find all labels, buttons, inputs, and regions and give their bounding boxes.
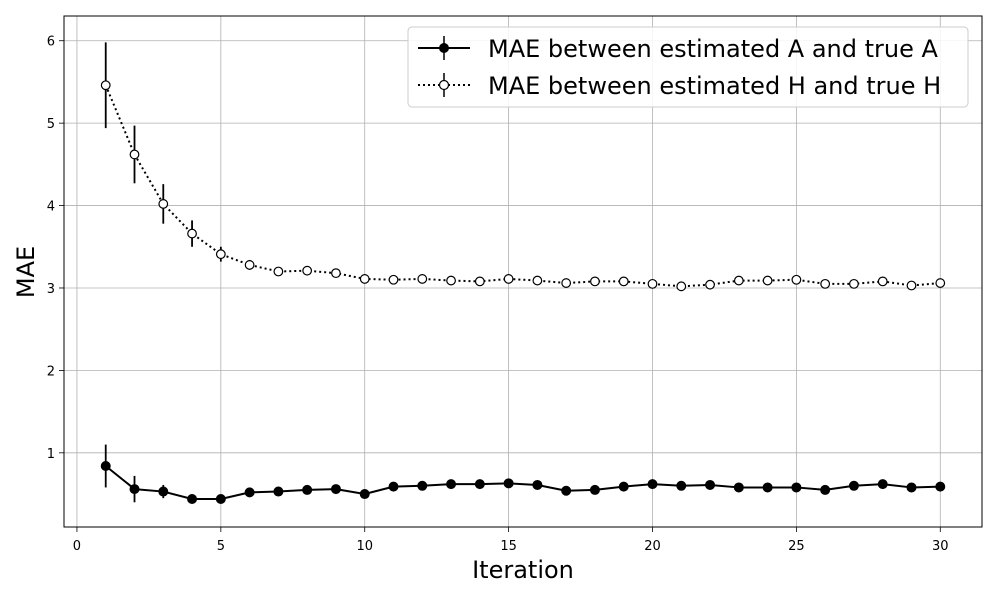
legend-label-h: MAE between estimated H and true H	[488, 72, 941, 100]
series-a-point	[417, 480, 428, 491]
y-tick-label: 5	[47, 117, 55, 132]
series-h-point	[618, 276, 629, 287]
legend-marker-h	[438, 79, 450, 91]
x-tick-label: 25	[788, 539, 805, 554]
series-h-point	[532, 275, 543, 286]
y-tick-label: 3	[47, 282, 55, 297]
series-a-point	[733, 482, 744, 493]
series-a-point	[215, 493, 226, 504]
series-a-point	[647, 479, 658, 490]
series-a-point	[935, 481, 946, 492]
series-h-point	[906, 280, 917, 291]
series-a-point	[561, 485, 572, 496]
series-a-point	[589, 484, 600, 495]
series-h-point	[446, 275, 456, 286]
series-a-point	[129, 484, 140, 495]
y-tick-label: 2	[47, 364, 55, 379]
series-a-point	[187, 493, 198, 504]
series-a-point	[906, 482, 917, 493]
series-layer	[100, 42, 946, 504]
series-h-point	[302, 265, 313, 276]
series-a-point	[359, 489, 370, 500]
legend-box	[407, 26, 969, 108]
series-h-point	[733, 275, 744, 286]
series-a-point	[618, 481, 629, 492]
x-tick-label: 5	[217, 539, 225, 554]
series-h-point	[129, 149, 140, 160]
series-h-point	[244, 260, 255, 270]
series-h-point	[820, 278, 831, 289]
y-tick-label: 6	[47, 35, 55, 50]
series-a-point	[503, 478, 514, 489]
x-tick-label: 30	[932, 539, 949, 554]
series-h-point	[705, 279, 715, 290]
x-tick-label: 15	[500, 539, 517, 554]
series-a-point	[100, 461, 111, 472]
series-h-point	[935, 278, 946, 288]
series-h	[100, 42, 946, 292]
series-a-point	[330, 484, 341, 495]
series-a-point	[273, 486, 284, 497]
series-h-point	[417, 274, 428, 284]
series-h-point	[359, 274, 370, 284]
ticks: 0 5 10 15 20 25 30 1 2 3 4 5 6	[47, 35, 949, 554]
y-tick-label: 1	[47, 447, 55, 462]
x-tick-label: 20	[644, 539, 661, 554]
legend-marker-a	[439, 43, 449, 53]
series-a-point	[791, 482, 802, 493]
series-a-point	[676, 480, 687, 491]
y-tick-label: 4	[47, 200, 55, 215]
series-a-point	[877, 479, 888, 490]
series-a-point	[302, 484, 313, 495]
series-h-point	[503, 274, 514, 284]
series-a-point	[762, 482, 773, 493]
series-h-point	[100, 80, 111, 91]
series-a	[100, 444, 946, 504]
series-h-point	[762, 275, 773, 286]
series-h-point	[158, 199, 169, 209]
x-axis-label: Iteration	[472, 556, 574, 584]
series-h-point	[676, 281, 687, 292]
plot-frame	[63, 15, 983, 528]
x-tick-label: 10	[356, 539, 373, 554]
legend: MAE between estimated A and true A MAE b…	[407, 26, 969, 108]
series-h-point	[215, 249, 226, 260]
series-h-point	[647, 278, 658, 289]
series-a-point	[532, 479, 543, 490]
series-a-point	[848, 480, 859, 491]
series-a-point	[474, 479, 485, 490]
series-h-point	[849, 278, 859, 289]
series-a-point	[158, 486, 169, 497]
series-a-point	[446, 479, 457, 490]
series-h-point	[561, 278, 572, 288]
series-a-point	[388, 481, 399, 492]
series-a-point	[244, 487, 255, 498]
series-h-point	[590, 276, 600, 287]
grid	[64, 16, 982, 527]
series-a-point	[705, 479, 716, 490]
series-h-point	[187, 228, 197, 239]
series-h-point	[331, 268, 341, 279]
series-h-point	[388, 274, 399, 285]
series-h-point	[877, 276, 888, 287]
series-h-point	[474, 276, 485, 287]
series-h-point	[273, 266, 284, 277]
legend-label-a: MAE between estimated A and true A	[488, 35, 939, 63]
x-tick-label: 0	[73, 539, 81, 554]
series-h-point	[791, 274, 802, 285]
y-axis-label: MAE	[12, 246, 40, 298]
series-a-point	[820, 484, 831, 495]
